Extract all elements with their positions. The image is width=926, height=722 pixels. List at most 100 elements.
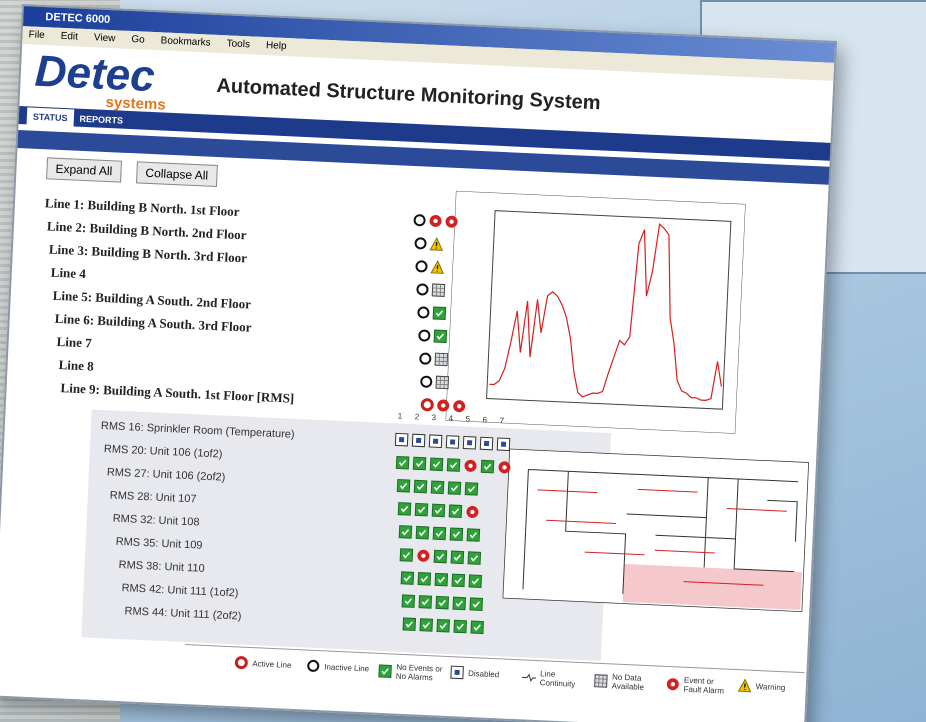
icon-shape bbox=[379, 665, 392, 678]
status-icon bbox=[466, 528, 481, 543]
status-icon bbox=[465, 505, 480, 520]
line-status bbox=[413, 236, 444, 251]
legend-item: Inactive Line bbox=[306, 659, 373, 676]
status-icon bbox=[594, 674, 609, 689]
app-window: DETEC 6000 FileEditViewGoBookmarksToolsH… bbox=[0, 4, 837, 722]
line-status bbox=[419, 374, 450, 389]
menu-item[interactable]: Tools bbox=[226, 38, 250, 50]
icon-shape bbox=[469, 575, 482, 588]
icon-shape bbox=[435, 573, 448, 586]
line-label[interactable]: Line 6: Building A South. 3rd Floor bbox=[54, 311, 251, 336]
line-label[interactable]: Line 5: Building A South. 2nd Floor bbox=[52, 288, 251, 313]
icon-shape bbox=[481, 460, 494, 473]
line-label[interactable]: Line 3: Building B North. 3rd Floor bbox=[49, 241, 248, 266]
status-icon bbox=[413, 236, 428, 251]
status-icon bbox=[420, 397, 435, 412]
icon-shape bbox=[453, 597, 466, 610]
line-status bbox=[415, 282, 446, 297]
icon-shape bbox=[416, 526, 429, 539]
column-label: 5 bbox=[465, 415, 470, 424]
trend-chart bbox=[446, 191, 746, 434]
column-label: 7 bbox=[499, 416, 504, 425]
legend-item: No Events or No Alarms bbox=[378, 662, 445, 683]
status-icon bbox=[522, 670, 537, 685]
legend-label: Warning bbox=[756, 681, 804, 692]
status-icon bbox=[416, 548, 431, 563]
icon-shape bbox=[454, 620, 467, 633]
icon-shape bbox=[450, 439, 455, 444]
line-label[interactable]: Line 1: Building B North. 1st Floor bbox=[45, 195, 240, 220]
status-icon bbox=[433, 549, 448, 564]
status-icon bbox=[428, 214, 443, 229]
icon-shape bbox=[435, 353, 448, 366]
status-icon bbox=[306, 659, 321, 674]
icon-shape bbox=[465, 483, 478, 496]
legend-label: No Data Available bbox=[611, 672, 660, 692]
status-icon bbox=[436, 618, 451, 633]
icon-shape bbox=[452, 574, 465, 587]
line-label[interactable]: Line 9: Building A South. 1st Floor [RMS… bbox=[60, 380, 294, 407]
status-icon bbox=[234, 655, 249, 670]
icon-shape bbox=[418, 307, 428, 317]
status-icon bbox=[417, 572, 432, 587]
line-status bbox=[416, 305, 447, 320]
status-icon bbox=[462, 435, 477, 450]
status-icon bbox=[402, 617, 417, 632]
status-icon bbox=[401, 594, 416, 609]
status-icon bbox=[468, 574, 483, 589]
icon-shape bbox=[448, 482, 461, 495]
status-icon bbox=[395, 455, 410, 470]
status-icon bbox=[431, 503, 446, 518]
line-label[interactable]: Line 8 bbox=[58, 357, 94, 375]
column-label: 3 bbox=[431, 413, 436, 422]
status-icon bbox=[411, 433, 426, 448]
status-icon bbox=[463, 459, 478, 474]
icon-shape bbox=[236, 657, 246, 667]
status-icon bbox=[419, 618, 434, 633]
status-icon bbox=[400, 571, 415, 586]
status-icon bbox=[480, 459, 495, 474]
status-icon bbox=[452, 596, 467, 611]
icon-shape bbox=[447, 459, 460, 472]
status-icon bbox=[448, 504, 463, 519]
icon-shape bbox=[416, 438, 421, 443]
line-label[interactable]: Line 4 bbox=[50, 265, 86, 283]
icon-shape bbox=[415, 238, 425, 248]
line-status bbox=[420, 397, 467, 413]
menu-item[interactable]: Go bbox=[131, 34, 145, 46]
legend-label: Disabled bbox=[468, 668, 516, 679]
icon-shape bbox=[470, 598, 483, 611]
menu-item[interactable]: Help bbox=[266, 40, 287, 52]
button[interactable]: Collapse All bbox=[136, 161, 218, 187]
status-icon bbox=[415, 525, 430, 540]
status-icon bbox=[497, 460, 512, 475]
icon-shape bbox=[433, 439, 438, 444]
status-icon bbox=[435, 375, 450, 390]
icon-shape bbox=[419, 596, 432, 609]
icon-shape bbox=[419, 330, 429, 340]
icon-shape bbox=[432, 504, 445, 517]
icon-shape bbox=[501, 442, 506, 447]
status-icon bbox=[452, 399, 467, 414]
menu-item[interactable]: File bbox=[28, 29, 45, 41]
status-icon bbox=[416, 305, 431, 320]
legend-label: Event or Fault Alarm bbox=[683, 676, 732, 696]
icon-shape bbox=[434, 330, 447, 343]
status-icon bbox=[414, 259, 429, 274]
icon-shape bbox=[437, 619, 450, 632]
status-icon bbox=[418, 595, 433, 610]
icon-shape bbox=[430, 458, 443, 471]
menu-item[interactable]: Bookmarks bbox=[160, 35, 210, 48]
status-icon bbox=[666, 677, 681, 692]
line-label[interactable]: Line 7 bbox=[56, 334, 92, 352]
icon-shape bbox=[415, 503, 428, 516]
line-label[interactable]: Line 2: Building B North. 2nd Floor bbox=[47, 218, 247, 243]
tab[interactable]: REPORTS bbox=[73, 109, 129, 129]
status-icon bbox=[445, 435, 460, 450]
status-icon bbox=[446, 458, 461, 473]
icon-shape bbox=[450, 528, 463, 541]
button[interactable]: Expand All bbox=[46, 157, 122, 182]
menu-item[interactable]: Edit bbox=[60, 31, 78, 43]
tab[interactable]: STATUS bbox=[27, 107, 74, 127]
menu-item[interactable]: View bbox=[94, 32, 116, 44]
